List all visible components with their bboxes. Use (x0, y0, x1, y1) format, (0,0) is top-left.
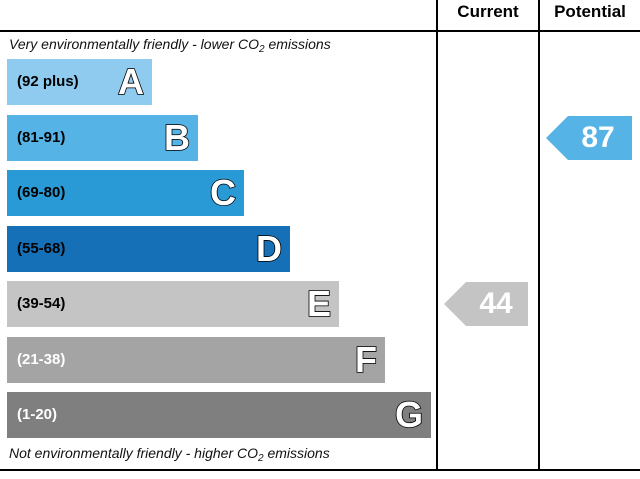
band-range-label: (92 plus) (17, 73, 79, 90)
band-g: (1-20) G (7, 392, 431, 438)
top-note-subscript: 2 (259, 44, 265, 55)
band-d: (55-68) D (7, 225, 290, 272)
band-letter: F (354, 338, 378, 381)
band-letter: G (394, 393, 424, 436)
band-letter: E (306, 282, 332, 325)
current-column-left-border (436, 0, 438, 471)
band-range-label: (1-20) (17, 406, 58, 423)
potential-arrow-shape (546, 115, 632, 160)
band-range-label: (39-54) (17, 295, 66, 312)
band-e: (39-54) E (7, 281, 339, 327)
top-note-o: O (248, 36, 260, 52)
current-rating-arrow: 44 (444, 282, 532, 326)
band-f: (21-38) F (7, 336, 385, 383)
current-header: Current (457, 2, 519, 21)
top-note: Very environmentally friendly - lower CO… (9, 36, 331, 55)
current-arrow-shape (444, 282, 528, 326)
band-range-label: (81-91) (17, 128, 66, 146)
potential-rating-arrow: 87 (546, 115, 634, 160)
band-b: (81-91) B (7, 114, 198, 161)
potential-rating-value: 87 (581, 120, 615, 154)
bottom-note-suffix: emissions (263, 445, 330, 461)
band-letter: C (209, 171, 237, 214)
band-range-label: (21-38) (17, 350, 66, 368)
bottom-note-prefix: Not environmentally friendly - higher C (9, 445, 248, 461)
band-c: (69-80) C (7, 170, 244, 216)
bottom-border (0, 469, 640, 471)
potential-header: Potential (554, 2, 626, 21)
band-range-label: (69-80) (17, 184, 66, 201)
bottom-note-subscript: 2 (258, 453, 264, 464)
bottom-note-o: O (247, 445, 258, 461)
top-note-suffix: emissions (264, 36, 331, 52)
top-note-prefix: Very environmentally friendly - lower C (9, 36, 249, 52)
band-letter: D (255, 227, 283, 270)
bottom-note: Not environmentally friendly - higher CO… (9, 445, 330, 464)
band-range-label: (55-68) (17, 239, 66, 257)
potential-column-left-border (538, 0, 540, 471)
band-a: (92 plus) A (7, 59, 152, 105)
band-letter: A (117, 60, 145, 103)
band-letter: B (163, 116, 191, 159)
current-rating-value: 44 (479, 287, 513, 320)
header-divider (0, 30, 640, 32)
